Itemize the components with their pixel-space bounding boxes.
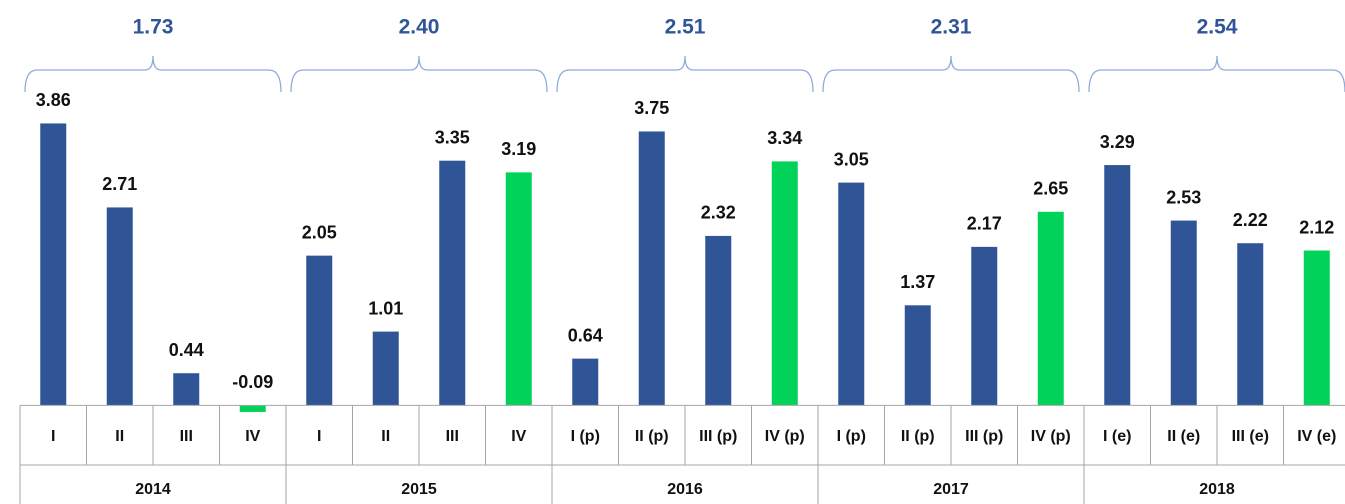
group-label: 2.54	[1197, 16, 1238, 39]
group-label: 2.40	[399, 16, 440, 39]
chart: 3.86 I 2.71 II 0.44 III -0.09 IV 2.05 I 1.01 II 3.35…	[0, 0, 1345, 504]
data-label: 0.64	[568, 325, 603, 345]
bar	[173, 373, 199, 405]
bar	[506, 172, 532, 405]
bar	[772, 161, 798, 405]
quarter-label: II (p)	[635, 428, 669, 445]
quarter-label: I (p)	[571, 428, 600, 445]
bar	[306, 256, 332, 406]
quarter-label: I (e)	[1103, 428, 1131, 445]
quarter-label: III	[180, 428, 193, 445]
bar	[373, 332, 399, 406]
quarter-label: IV	[245, 428, 260, 445]
quarter-label: II	[381, 428, 390, 445]
quarter-label: III (p)	[965, 428, 1003, 445]
quarter-label: I	[317, 428, 321, 445]
data-label: 3.19	[501, 139, 536, 159]
bar	[439, 161, 465, 406]
data-label: 3.35	[435, 127, 470, 147]
quarter-label: I	[51, 428, 55, 445]
data-label: 3.86	[36, 90, 71, 110]
quarter-label: IV (p)	[765, 428, 805, 445]
quarter-label: III (p)	[699, 428, 737, 445]
data-label: 3.29	[1100, 132, 1135, 152]
data-label: 1.37	[900, 272, 935, 292]
quarter-label: I (p)	[837, 428, 866, 445]
group-label: 1.73	[133, 16, 174, 39]
quarter-label: II (e)	[1167, 428, 1200, 445]
bar	[1304, 251, 1330, 406]
bar	[240, 405, 266, 412]
year-label: 2014	[135, 481, 171, 498]
bar	[107, 207, 133, 405]
data-label: 2.65	[1033, 179, 1068, 199]
data-label: 2.53	[1166, 187, 1201, 207]
data-label: 2.12	[1299, 217, 1334, 237]
year-label: 2018	[1199, 481, 1235, 498]
bar	[639, 131, 665, 405]
data-label: 3.75	[634, 98, 669, 118]
year-label: 2017	[933, 481, 969, 498]
data-label: 2.17	[967, 214, 1002, 234]
data-label: 2.32	[701, 203, 736, 223]
quarter-label: III (e)	[1232, 428, 1269, 445]
data-label: 0.44	[169, 340, 204, 360]
bar	[905, 305, 931, 405]
year-label: 2016	[667, 481, 703, 498]
brace	[25, 56, 281, 92]
bar	[838, 183, 864, 406]
quarter-label: II	[115, 428, 124, 445]
year-label: 2015	[401, 481, 437, 498]
data-label: 3.05	[834, 149, 869, 169]
data-label: 1.01	[368, 298, 403, 318]
quarter-label: II (p)	[901, 428, 935, 445]
brace	[823, 56, 1079, 92]
data-label: 3.34	[767, 128, 802, 148]
bar	[1171, 221, 1197, 406]
bar	[1038, 212, 1064, 406]
bar	[40, 123, 66, 405]
data-label: 2.22	[1233, 210, 1268, 230]
quarter-label: III	[446, 428, 459, 445]
brace	[557, 56, 813, 92]
data-label: 2.05	[302, 222, 337, 242]
quarter-label: IV (e)	[1297, 428, 1336, 445]
bar	[971, 247, 997, 405]
data-label: 2.71	[102, 174, 137, 194]
bar	[1237, 243, 1263, 405]
group-label: 2.51	[665, 16, 706, 39]
brace	[291, 56, 547, 92]
bar	[572, 359, 598, 406]
quarter-label: IV (p)	[1031, 428, 1071, 445]
brace	[1089, 56, 1345, 92]
group-label: 2.31	[931, 16, 972, 39]
data-label: -0.09	[232, 372, 273, 392]
bar	[705, 236, 731, 405]
bar	[1104, 165, 1130, 405]
quarter-label: IV	[511, 428, 526, 445]
